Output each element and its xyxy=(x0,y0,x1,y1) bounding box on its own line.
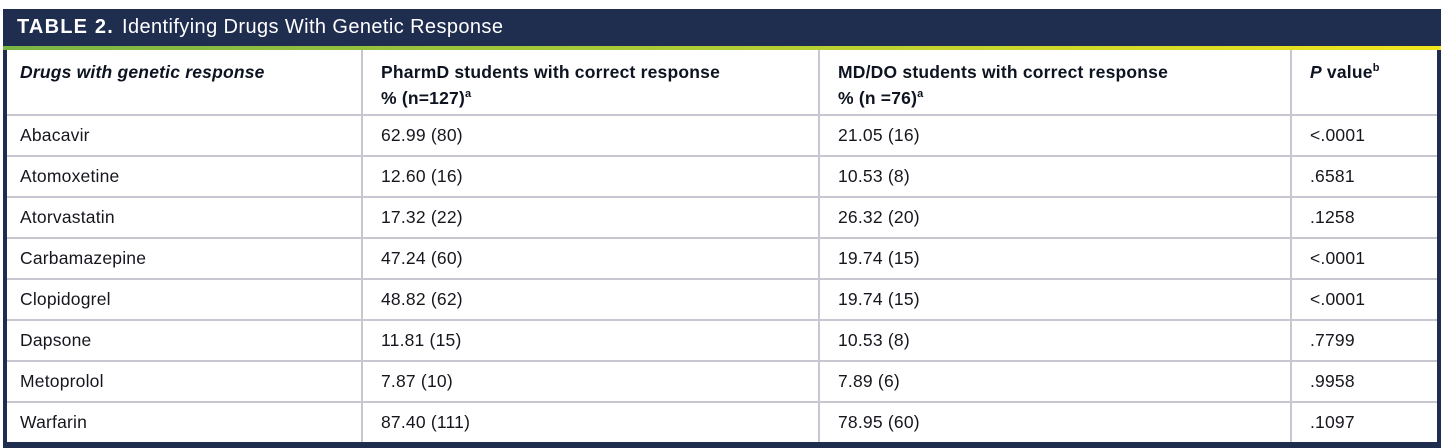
footnote-marker-a: a xyxy=(465,88,472,101)
drug-name-cell: Abacavir xyxy=(7,116,363,155)
drug-name-cell: Metoprolol xyxy=(7,362,363,401)
header-pharmd-n: % (n=127) xyxy=(381,88,465,108)
header-mddo-column: MD/DO students with correct response % (… xyxy=(820,50,1292,114)
header-drugs-column: Drugs with genetic response xyxy=(7,50,363,114)
table-header-row: Drugs with genetic response PharmD stude… xyxy=(7,50,1437,114)
header-pharmd-label-line1: PharmD students with correct response xyxy=(381,62,721,82)
mddo-value-cell: 21.05 (16) xyxy=(820,116,1292,155)
mddo-value-cell: 78.95 (60) xyxy=(820,403,1292,442)
header-pharmd-column: PharmD students with correct response % … xyxy=(363,50,820,114)
header-mddo-n: % (n =76) xyxy=(838,88,918,108)
header-pvalue-label: P valueb xyxy=(1310,59,1431,85)
drug-name-cell: Clopidogrel xyxy=(7,280,363,319)
p-symbol: P xyxy=(1310,62,1322,82)
p-value-cell: .9958 xyxy=(1310,371,1355,391)
table-row: Warfarin 87.40 (111) 78.95 (60) .1097 xyxy=(7,401,1437,442)
header-mddo-label-line1: MD/DO students with correct response xyxy=(838,62,1169,82)
p-value-cell: .1258 xyxy=(1310,207,1355,227)
mddo-value-cell: 10.53 (8) xyxy=(820,157,1292,196)
pharmd-value-cell: 17.32 (22) xyxy=(363,198,820,237)
table-row: Dapsone 11.81 (15) 10.53 (8) .7799 xyxy=(7,319,1437,360)
p-value-cell: <.0001 xyxy=(1310,289,1366,309)
table-number-label: TABLE 2. xyxy=(17,16,115,38)
mddo-value-cell: 7.89 (6) xyxy=(820,362,1292,401)
drug-name-cell: Warfarin xyxy=(7,403,363,442)
drug-name-cell: Dapsone xyxy=(7,321,363,360)
mddo-value-cell: 19.74 (15) xyxy=(820,239,1292,278)
table-row: Clopidogrel 48.82 (62) 19.74 (15) <.0001 xyxy=(7,278,1437,319)
header-drugs-label: Drugs with genetic response xyxy=(20,62,265,82)
accent-divider xyxy=(3,46,1441,50)
table-row: Metoprolol 7.87 (10) 7.89 (6) .9958 xyxy=(7,360,1437,401)
mddo-value-cell: 10.53 (8) xyxy=(820,321,1292,360)
data-table: Drugs with genetic response PharmD stude… xyxy=(3,50,1441,448)
table-row: Atomoxetine 12.60 (16) 10.53 (8) .6581 xyxy=(7,155,1437,196)
header-pharmd-label-line2: % (n=127)a xyxy=(381,85,812,111)
drug-name-cell: Carbamazepine xyxy=(7,239,363,278)
pharmd-value-cell: 11.81 (15) xyxy=(363,321,820,360)
table-title-text: Identifying Drugs With Genetic Response xyxy=(122,16,504,38)
mddo-value-cell: 26.32 (20) xyxy=(820,198,1292,237)
value-word: value xyxy=(1321,62,1373,82)
table-title-bar: TABLE 2. Identifying Drugs With Genetic … xyxy=(3,9,1441,46)
header-pvalue-column: P valueb xyxy=(1292,50,1437,114)
pharmd-value-cell: 12.60 (16) xyxy=(363,157,820,196)
pharmd-value-cell: 87.40 (111) xyxy=(363,403,820,442)
pharmd-value-cell: 62.99 (80) xyxy=(363,116,820,155)
pharmd-value-cell: 7.87 (10) xyxy=(363,362,820,401)
pharmd-value-cell: 47.24 (60) xyxy=(363,239,820,278)
footnote-marker-b: b xyxy=(1372,62,1380,75)
table-row: Carbamazepine 47.24 (60) 19.74 (15) <.00… xyxy=(7,237,1437,278)
p-value-cell: .6581 xyxy=(1310,166,1355,186)
p-value-cell: .1097 xyxy=(1310,412,1355,432)
mddo-value-cell: 19.74 (15) xyxy=(820,280,1292,319)
drug-name-cell: Atomoxetine xyxy=(7,157,363,196)
header-mddo-label-line2: % (n =76)a xyxy=(838,85,1284,111)
p-value-cell: <.0001 xyxy=(1310,248,1366,268)
p-value-cell: .7799 xyxy=(1310,330,1355,350)
p-value-cell: <.0001 xyxy=(1310,125,1366,145)
table-row: Abacavir 62.99 (80) 21.05 (16) <.0001 xyxy=(7,114,1437,155)
drug-name-cell: Atorvastatin xyxy=(7,198,363,237)
footnote-marker-a: a xyxy=(917,88,924,101)
table-row: Atorvastatin 17.32 (22) 26.32 (20) .1258 xyxy=(7,196,1437,237)
pharmd-value-cell: 48.82 (62) xyxy=(363,280,820,319)
